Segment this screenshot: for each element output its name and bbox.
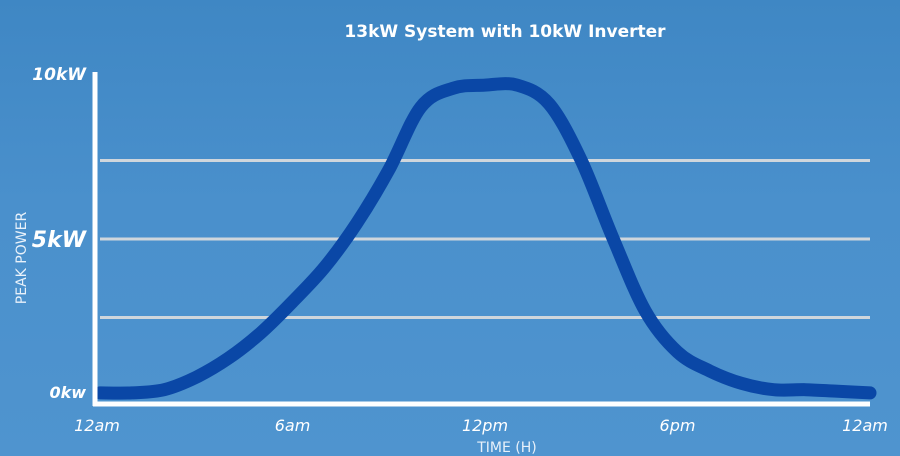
grid-lines xyxy=(100,159,870,319)
y-tick-label-2: 10kW xyxy=(32,65,87,85)
x-tick-label-2: 12pm xyxy=(462,416,508,435)
chart-title: 13kW System with 10kW Inverter xyxy=(344,22,666,42)
x-tick-label-0: 12am xyxy=(74,416,120,435)
y-axis-label: PEAK POWER xyxy=(14,212,30,305)
x-tick-label-1: 6am xyxy=(275,416,311,435)
x-tick-label-4: 12am xyxy=(842,416,888,435)
y-tick-label-0: 0kw xyxy=(49,383,86,402)
x-tick-labels: 12am 6am 12pm 6pm 12am xyxy=(74,416,888,435)
series-layer xyxy=(93,77,877,400)
x-tick-label-3: 6pm xyxy=(660,416,696,435)
series-line-0 xyxy=(93,77,877,400)
x-axis-label: TIME (H) xyxy=(476,440,537,456)
y-tick-labels: 0kw 5kW 10kW xyxy=(32,65,88,402)
y-tick-label-1: 5kW xyxy=(32,228,88,253)
